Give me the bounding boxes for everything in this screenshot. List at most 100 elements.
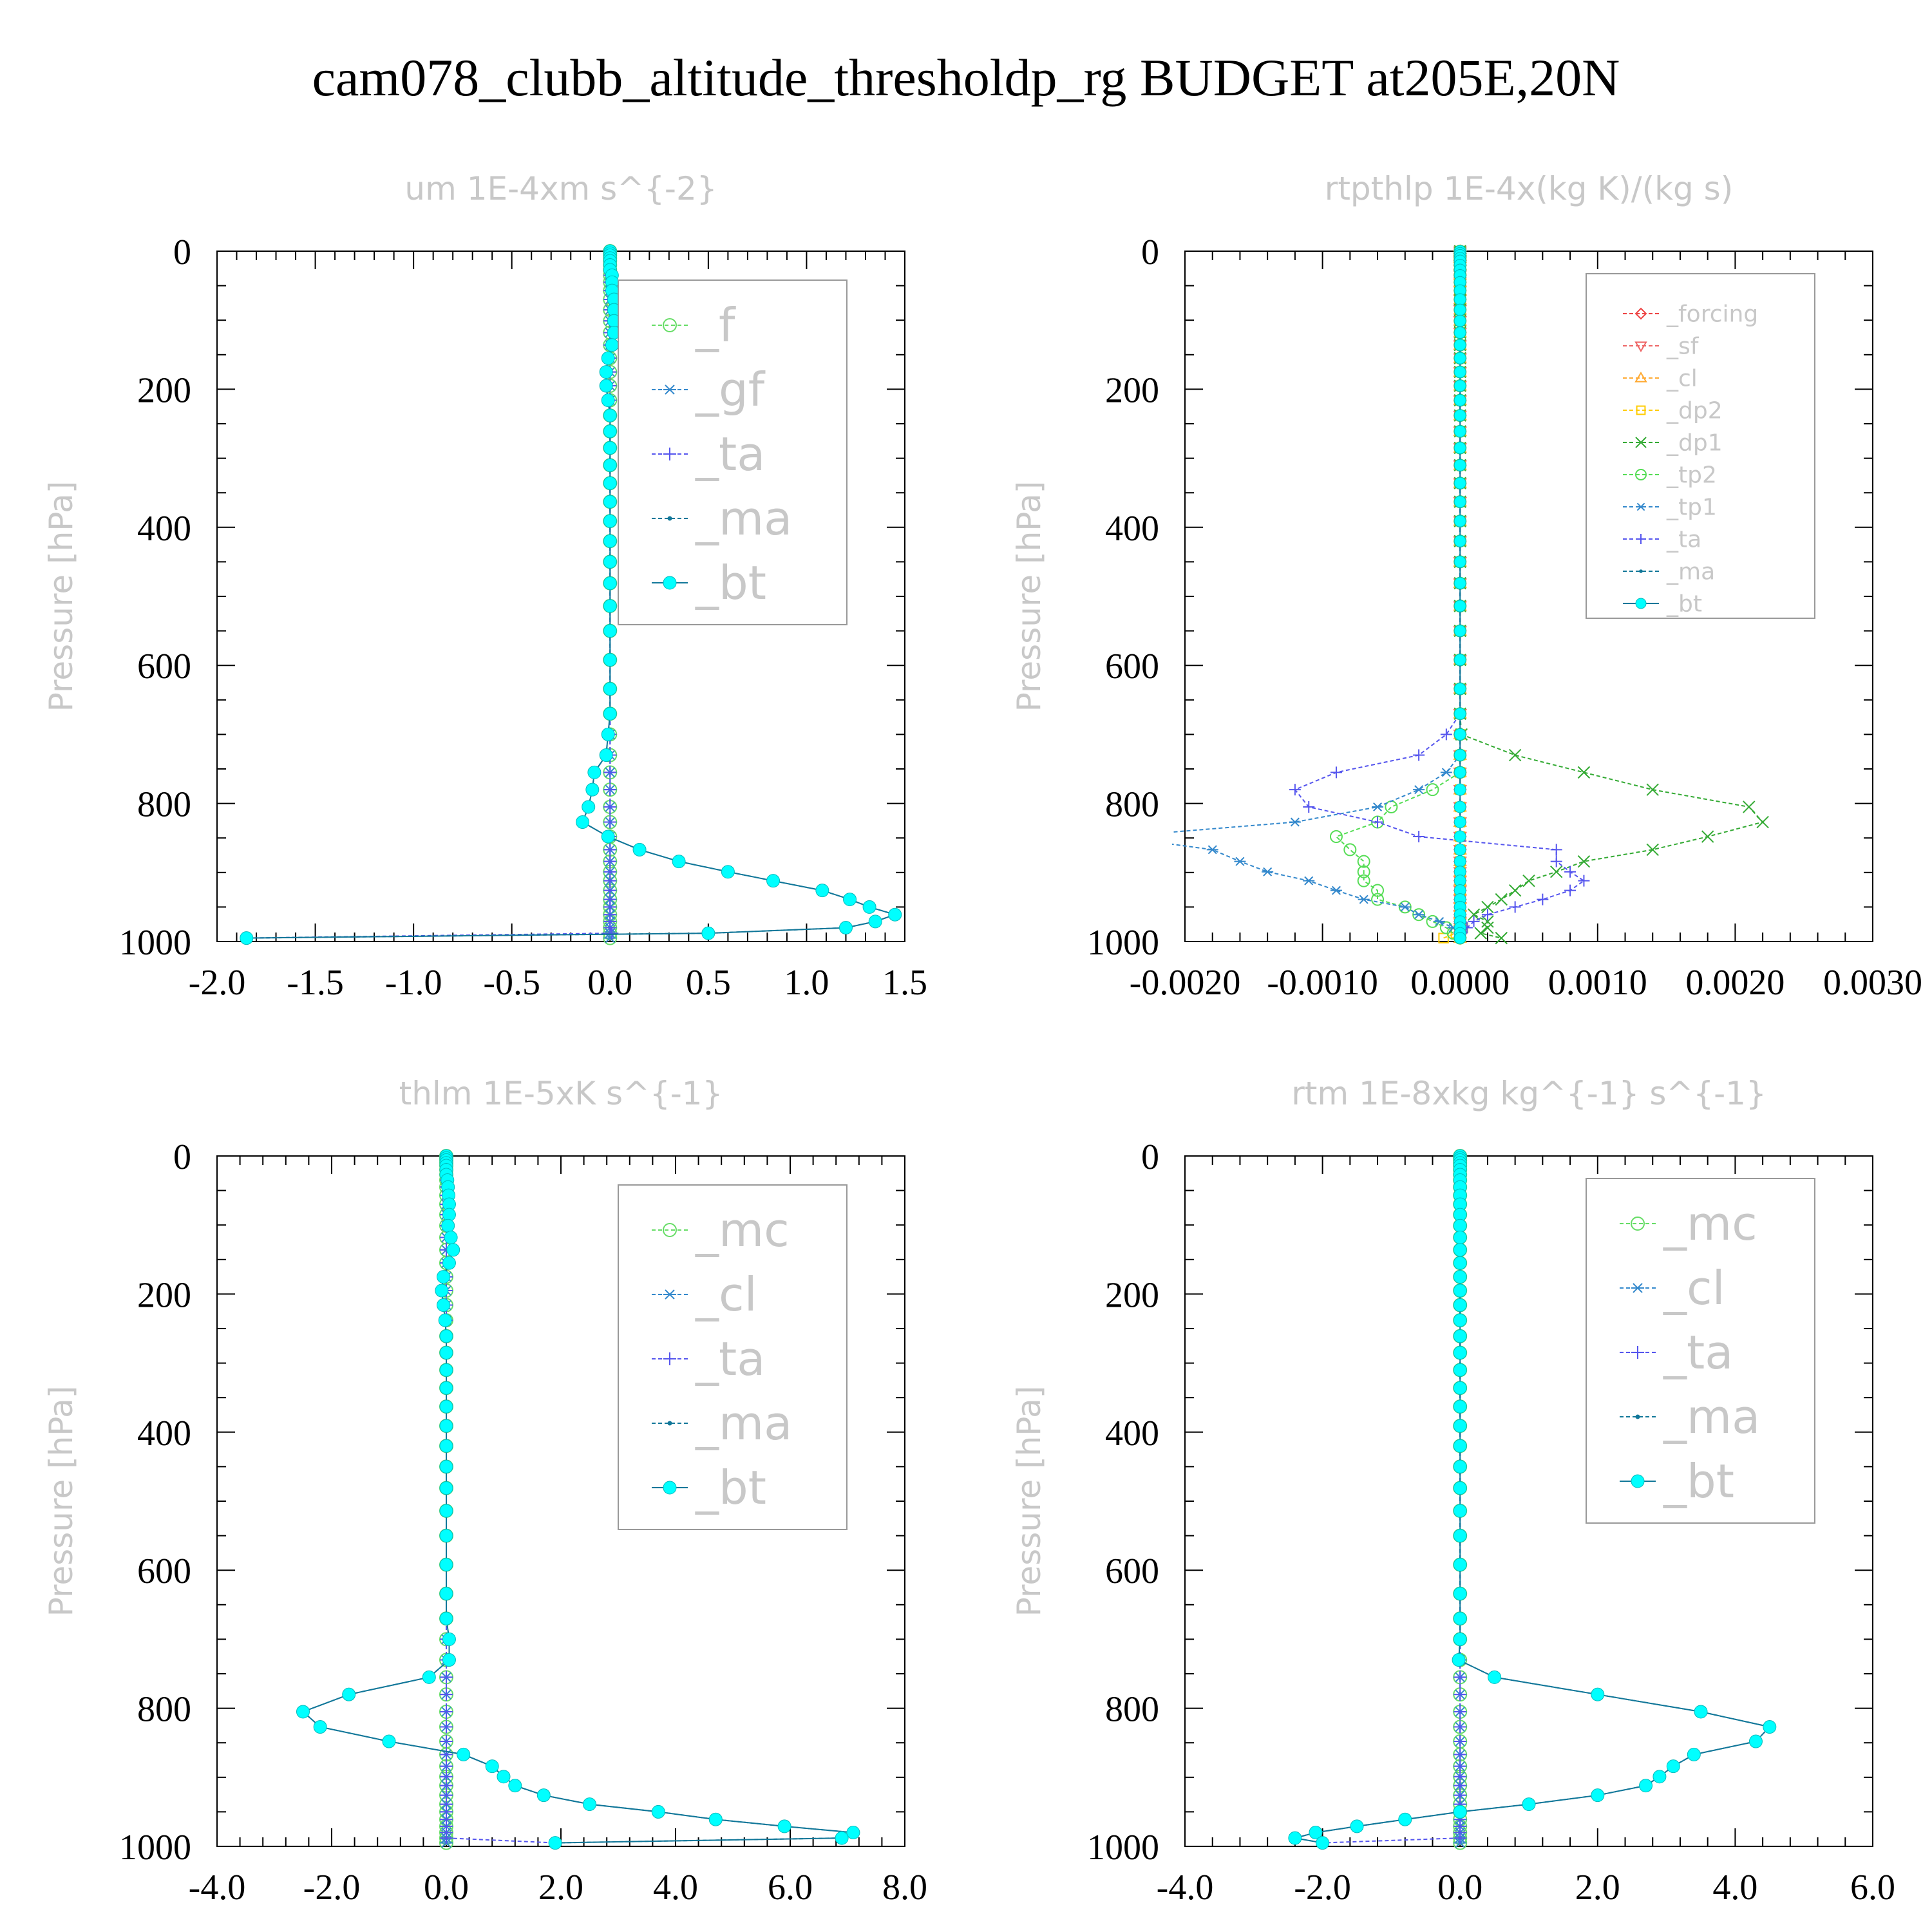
data-point-bt (439, 1481, 453, 1495)
data-point-ta (440, 1705, 453, 1718)
legend-marker (1631, 1217, 1645, 1231)
data-point-ta (603, 921, 617, 934)
legend-box (1586, 1178, 1815, 1524)
y-axis-label: Pressure [hPa] (43, 1386, 80, 1617)
legend-marker (1635, 469, 1647, 480)
data-point-bt (1591, 1687, 1605, 1701)
x-tick-label: 8.0 (882, 1868, 927, 1908)
legend-marker (663, 384, 676, 395)
data-point-dp1 (1701, 830, 1714, 843)
data-point-dp1 (1550, 866, 1563, 878)
data-point-ta (1454, 1720, 1467, 1734)
data-point-bt (1453, 1399, 1467, 1414)
data-point-bt (437, 1270, 451, 1284)
data-point-bt (342, 1687, 356, 1701)
data-point-bt (1454, 293, 1466, 306)
data-point-bt (1453, 1558, 1467, 1572)
legend-marker (663, 1289, 676, 1300)
chart-panel-3: thlm 1E-5xK s^{-1} Pressure [hPa] 0 200 400 6… (43, 1075, 927, 1908)
y-tick-label: 0 (173, 232, 191, 272)
x-tick-label: 0.0 (587, 963, 632, 1003)
x-tick-label: 2.0 (538, 1868, 583, 1908)
data-point-dp1 (1756, 815, 1769, 829)
data-point-ta (1481, 909, 1493, 921)
data-point-bt (601, 393, 615, 408)
data-point-bt (1453, 1804, 1467, 1819)
y-tick-label: 200 (1105, 1275, 1159, 1315)
y-tick-label: 800 (1105, 785, 1159, 825)
data-point-ta (1564, 884, 1577, 896)
data-point-bt (439, 1419, 453, 1433)
data-point-dp1 (1495, 893, 1508, 906)
data-point-ta (440, 1735, 453, 1748)
series-group (240, 244, 902, 945)
data-point-bt (1748, 1734, 1763, 1748)
data-point-bt (313, 1720, 327, 1734)
data-point-bt (701, 926, 715, 940)
data-point-bt (497, 1770, 511, 1784)
data-point-bt (1453, 1298, 1467, 1312)
data-point-bt (1453, 1346, 1467, 1360)
data-point-ta (603, 783, 617, 797)
data-point-ta (1468, 915, 1480, 927)
data-point-bt (1454, 843, 1466, 856)
data-point-bt (672, 855, 686, 869)
data-point-bt (536, 1788, 551, 1803)
legend: _forcing _sf _cl _dp2 _dp1 _tp2 _tp1 _ta _ma _bt (1586, 273, 1815, 619)
legend-box (618, 1184, 848, 1530)
y-tick-label: 800 (1105, 1690, 1159, 1730)
legend-label: _cl (695, 1267, 757, 1321)
data-point-tp2 (1371, 884, 1385, 897)
legend-label: _ta (1663, 1325, 1733, 1379)
legend-box (1586, 273, 1815, 619)
x-tick-label: -4.0 (1157, 1868, 1214, 1908)
panel-title: thlm 1E-5xK s^{-1} (399, 1075, 723, 1112)
x-tick-label: 2.0 (1575, 1868, 1620, 1908)
data-point-bt (603, 408, 617, 422)
legend: _mc _cl _ta _ma _bt (1586, 1178, 1815, 1524)
data-point-tp1 (1434, 916, 1446, 926)
legend-marker (1631, 1283, 1644, 1293)
legend-marker (1639, 569, 1643, 573)
data-point-bt (585, 782, 600, 797)
x-tick-label: -0.0020 (1130, 963, 1241, 1003)
data-point-ta (1454, 1832, 1467, 1845)
data-point-dp1 (1522, 874, 1535, 887)
data-point-ta (440, 1688, 453, 1701)
legend-marker (667, 1421, 672, 1426)
legend-marker (1635, 1414, 1640, 1419)
legend-marker (1634, 372, 1647, 383)
data-point-bt (868, 914, 882, 929)
y-tick-label: 0 (1141, 1137, 1159, 1177)
x-tick-label: 0.5 (686, 963, 731, 1003)
data-point-bt (603, 653, 617, 667)
data-point-ta (440, 1671, 453, 1684)
data-point-bt (1454, 535, 1466, 547)
data-point-bt (1453, 1270, 1467, 1284)
data-point-bt (1453, 1218, 1467, 1233)
data-point-ta (1550, 855, 1562, 867)
data-point-bt (1350, 1819, 1364, 1833)
legend-marker (1636, 502, 1646, 511)
x-tick-label: -0.0010 (1267, 963, 1378, 1003)
data-point-gf (603, 933, 617, 943)
data-point-bt (1454, 816, 1466, 829)
x-tick-label: 4.0 (653, 1868, 698, 1908)
data-point-dp1 (1474, 927, 1487, 940)
data-point-dp1 (1508, 884, 1522, 897)
chart-panel-1: um 1E-4xm s^{-2} Pressure [hPa] 0 200 400 600… (43, 170, 927, 1003)
data-point-bt (603, 706, 617, 721)
data-point-ta (1550, 844, 1562, 856)
data-point-bt (1453, 1587, 1467, 1601)
data-point-ta (605, 927, 619, 940)
data-point-ta (1372, 816, 1384, 828)
data-point-ta (603, 800, 617, 813)
data-point-bt (766, 874, 781, 888)
data-point-bt (437, 1298, 451, 1312)
data-point-bt (632, 842, 647, 857)
data-point-dp1 (1481, 900, 1494, 914)
legend-label: _bt (1663, 1454, 1734, 1508)
series-group (1288, 1149, 1777, 1850)
y-tick-label: 800 (137, 1690, 191, 1730)
